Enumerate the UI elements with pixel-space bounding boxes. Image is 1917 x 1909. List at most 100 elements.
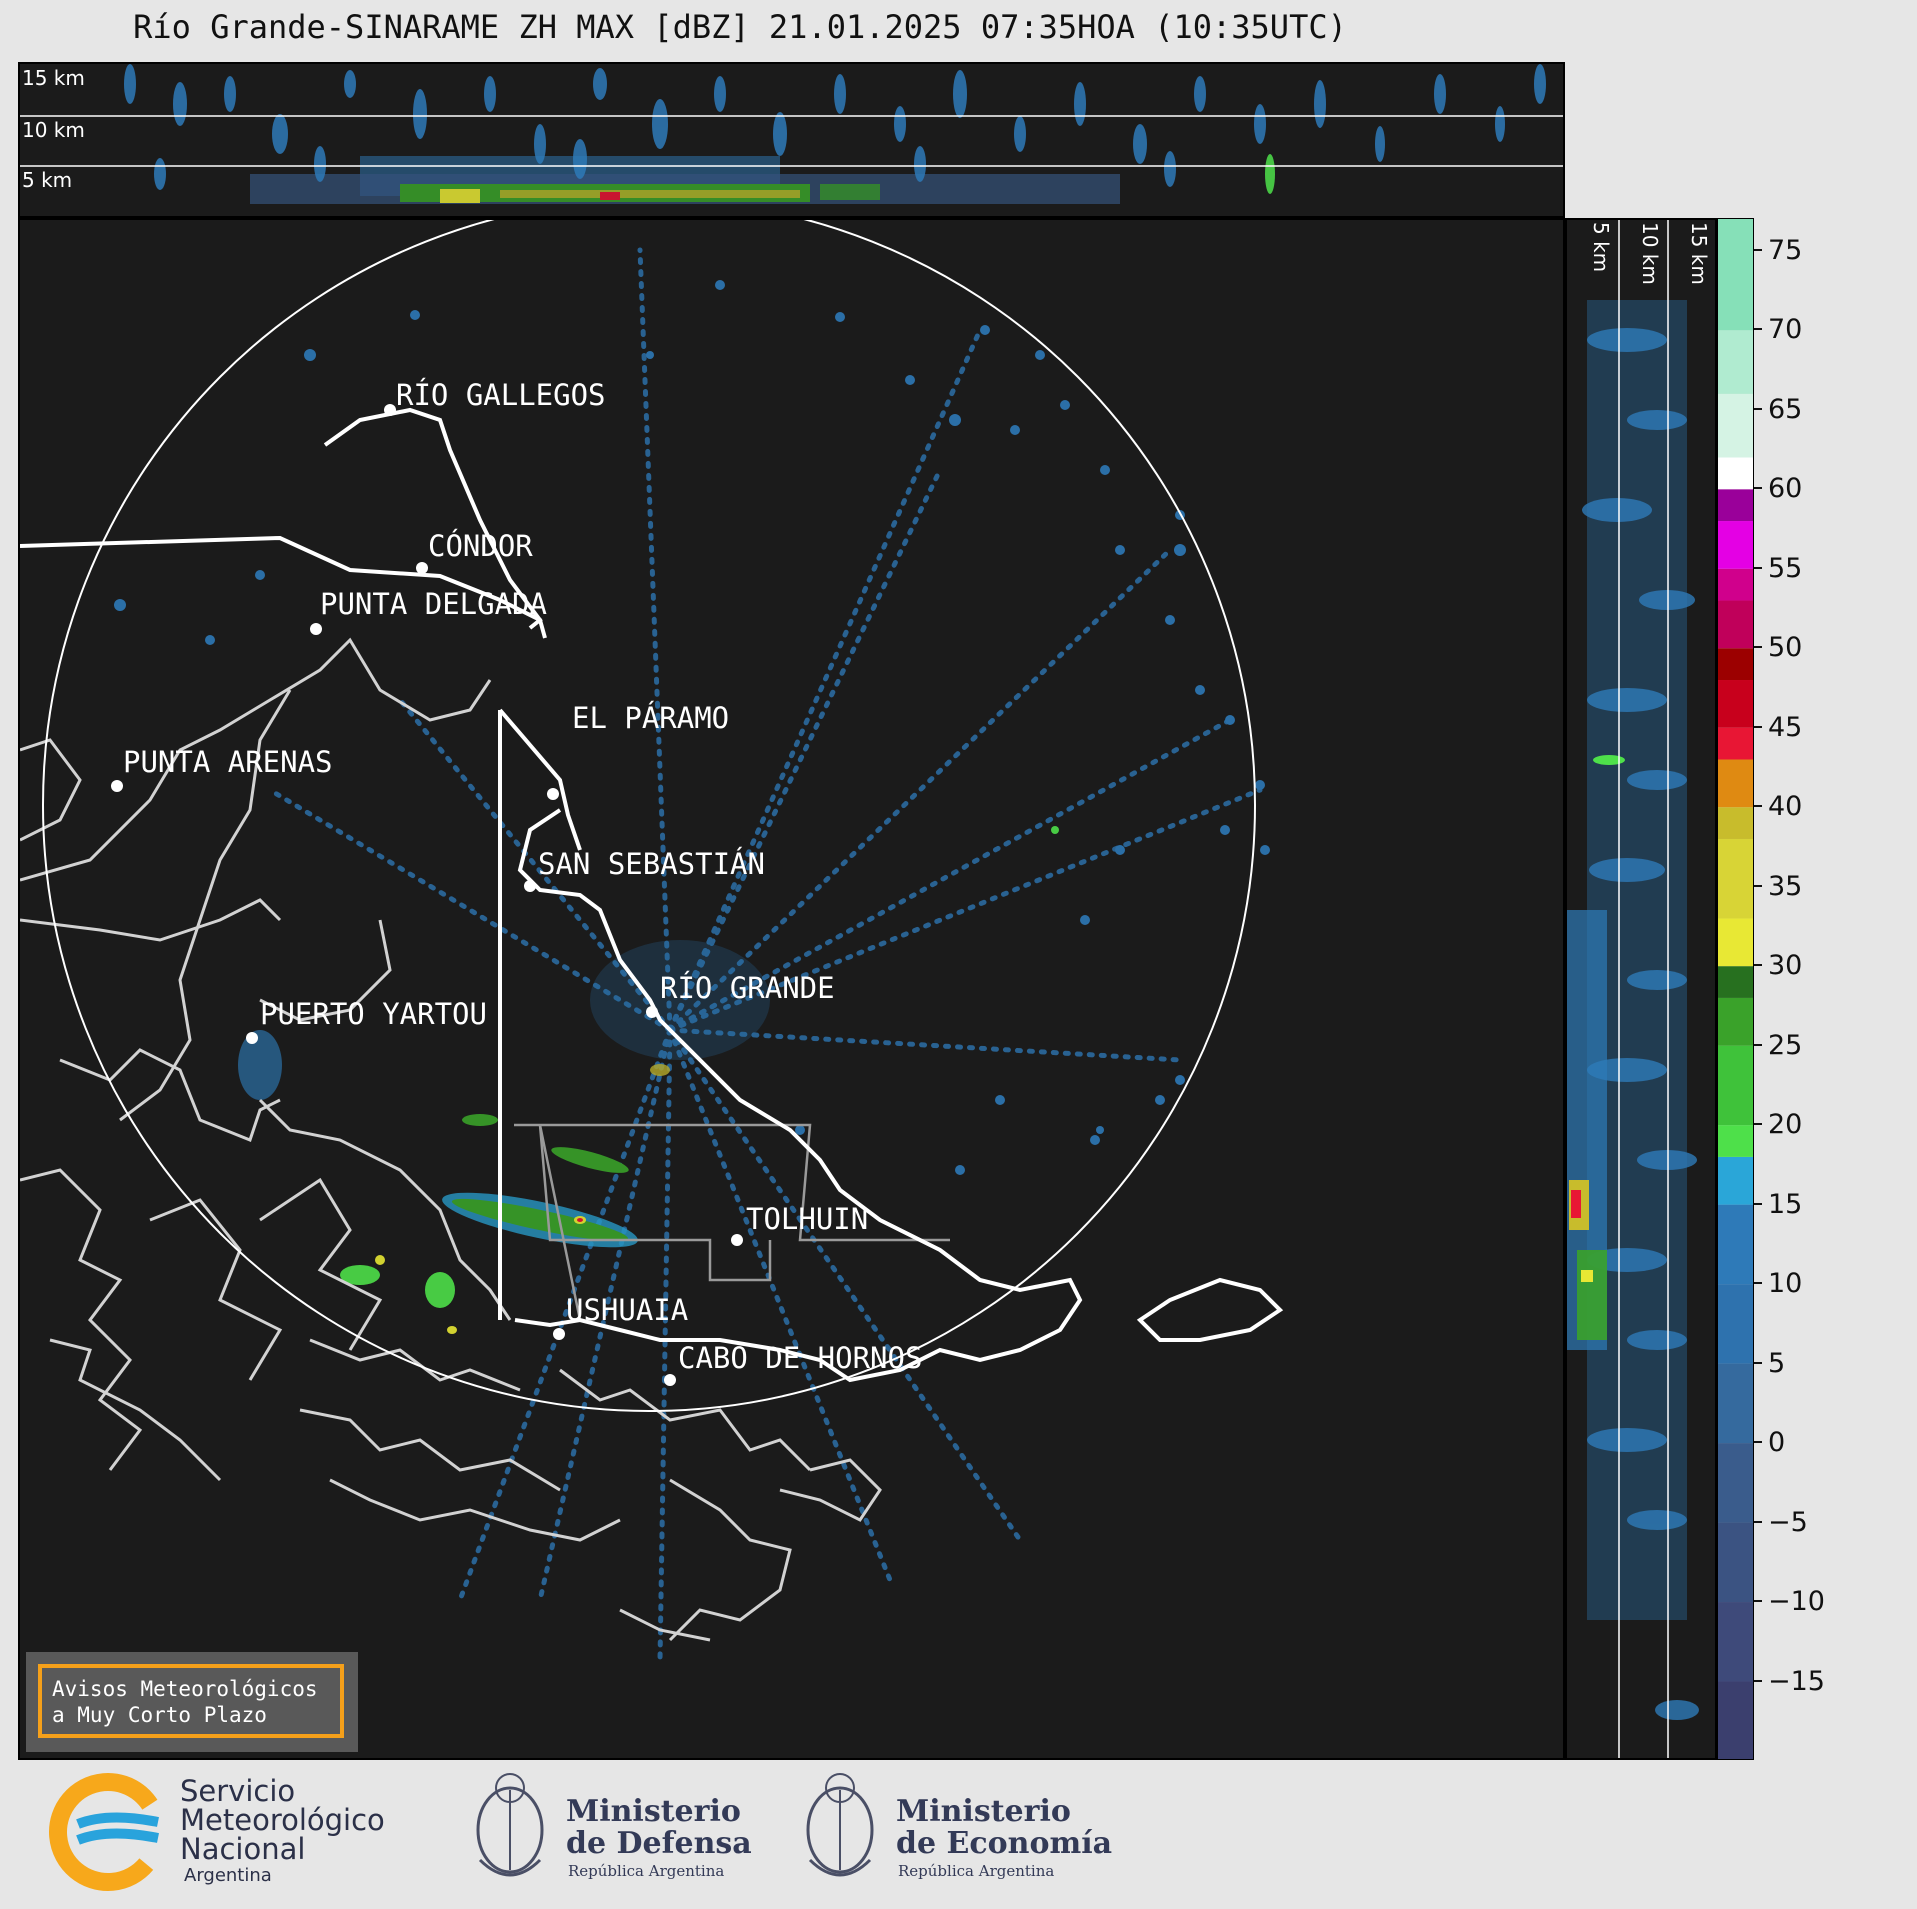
colorbar-tick-label: −5 <box>1768 1506 1808 1538</box>
colorbar-band <box>1718 600 1753 649</box>
range-ring <box>42 220 1256 1412</box>
smn-logo-line-1: Servicio <box>180 1774 296 1808</box>
colorbar-tick <box>1754 1123 1762 1126</box>
smn-logo-line-4: Argentina <box>184 1865 272 1886</box>
right-alt-label-5: 5 km <box>1589 222 1613 273</box>
city-label-rio-grande: RÍO GRANDE <box>660 971 835 1005</box>
colorbar-band <box>1718 457 1753 490</box>
city-dot-san-sebastian <box>524 880 536 892</box>
economia-line-1: Ministerio <box>896 1794 1071 1829</box>
colorbar-tick-label: 20 <box>1768 1109 1803 1141</box>
colorbar-band <box>1718 1125 1753 1157</box>
warning-line-2: a Muy Corto Plazo <box>52 1703 267 1728</box>
defensa-seal-icon <box>476 1773 544 1877</box>
city-dot-rio-grande <box>646 1006 658 1018</box>
colorbar-band <box>1718 727 1753 760</box>
colorbar-band <box>1718 1045 1753 1126</box>
colorbar-band <box>1718 1522 1753 1603</box>
colorbar-tick-label: 0 <box>1768 1427 1786 1459</box>
colorbar-tick <box>1754 1441 1762 1444</box>
colorbar-band <box>1718 1156 1753 1205</box>
colorbar-tick-label: 25 <box>1768 1029 1803 1061</box>
colorbar-band <box>1718 838 1753 919</box>
top-cross-section-panel: 15 km 10 km 5 km <box>18 62 1565 218</box>
colorbar-band <box>1718 1363 1753 1444</box>
city-label-cabo-de-hornos: CABO DE HORNOS <box>678 1341 923 1375</box>
city-dot-ushuaia <box>553 1328 565 1340</box>
coastlines <box>20 637 882 1642</box>
colorbar-tick-label: 40 <box>1768 791 1803 823</box>
city-dot-el-paramo <box>547 788 559 800</box>
colorbar-band <box>1718 568 1753 601</box>
colorbar-tick-label: 50 <box>1768 632 1803 664</box>
economia-line-2: de Economía <box>896 1826 1113 1861</box>
city-label-punta-delgada: PUNTA DELGADA <box>320 587 547 621</box>
colorbar-tick <box>1754 248 1762 251</box>
colorbar-tick-label: −15 <box>1768 1665 1825 1697</box>
colorbar-tick <box>1754 1520 1762 1523</box>
city-dot-rio-gallegos <box>384 404 396 416</box>
economia-seal-icon <box>806 1773 874 1877</box>
colorbar-tick-label: 35 <box>1768 870 1803 902</box>
colorbar-tick-label: 45 <box>1768 711 1803 743</box>
city-label-ushuaia: USHUAIA <box>566 1293 689 1327</box>
warning-box-frame: Avisos Meteorológicos a Muy Corto Plazo <box>38 1664 344 1738</box>
colorbar-band <box>1718 1443 1753 1523</box>
smn-logo-line-3: Nacional <box>180 1832 306 1866</box>
colorbar-band <box>1718 918 1753 967</box>
colorbar-band <box>1718 966 1753 998</box>
city-dot-tolhuin <box>731 1234 743 1246</box>
top-alt-label-5: 5 km <box>22 168 73 192</box>
radar-map-svg <box>20 220 1284 1663</box>
colorbar-tick <box>1754 646 1762 649</box>
warning-box[interactable]: Avisos Meteorológicos a Muy Corto Plazo <box>26 1652 358 1752</box>
city-label-san-sebastian: SAN SEBASTIÁN <box>538 847 765 881</box>
colorbar-tick-label: 65 <box>1768 393 1803 425</box>
colorbar-band <box>1718 521 1753 569</box>
colorbar-tick-label: 55 <box>1768 552 1803 584</box>
right-cross-section-panel: 5 km 10 km 15 km <box>1565 218 1717 1760</box>
right-alt-label-15: 15 km <box>1687 222 1711 285</box>
colorbar-tick-label: 70 <box>1768 314 1803 346</box>
colorbar-tick <box>1754 1202 1762 1205</box>
colorbar-tick-label: −10 <box>1768 1586 1825 1618</box>
colorbar-tick-label: 60 <box>1768 473 1803 505</box>
colorbar <box>1717 218 1754 1760</box>
colorbar-band <box>1718 807 1753 839</box>
colorbar-tick <box>1754 1600 1762 1603</box>
reflectivity-echoes <box>114 247 1270 1663</box>
city-dot-cabo-de-hornos <box>664 1374 676 1386</box>
colorbar-tick-label: 30 <box>1768 950 1803 982</box>
colorbar-tick <box>1754 725 1762 728</box>
city-dot-puerto-yartou <box>246 1032 258 1044</box>
colorbar-tick <box>1754 1282 1762 1285</box>
economia-sub: República Argentina <box>898 1862 1055 1880</box>
colorbar-tick <box>1754 805 1762 808</box>
city-label-rio-gallegos: RÍO GALLEGOS <box>396 378 606 412</box>
city-dot-punta-delgada <box>310 623 322 635</box>
colorbar-tick-label: 10 <box>1768 1268 1803 1300</box>
city-label-puerto-yartou: PUERTO YARTOU <box>260 997 487 1031</box>
radar-map-panel: RÍO GALLEGOS CÓNDOR PUNTA DELGADA EL PÁR… <box>18 218 1565 1760</box>
colorbar-band <box>1718 219 1753 331</box>
warning-line-1: Avisos Meteorológicos <box>52 1677 318 1701</box>
city-label-punta-arenas: PUNTA ARENAS <box>123 745 333 779</box>
colorbar-tick-label: 15 <box>1768 1188 1803 1220</box>
colorbar-band <box>1718 1681 1753 1759</box>
right-alt-label-10: 10 km <box>1638 222 1662 285</box>
province-border <box>514 1123 950 1321</box>
colorbar-tick <box>1754 566 1762 569</box>
colorbar-band <box>1718 997 1753 1046</box>
top-alt-label-15: 15 km <box>22 66 85 90</box>
city-dot-punta-arenas <box>111 780 123 792</box>
main-coastline <box>20 407 1284 1383</box>
colorbar-band <box>1718 648 1753 681</box>
colorbar-band <box>1718 393 1753 458</box>
colorbar-band <box>1718 330 1753 394</box>
city-label-el-paramo: EL PÁRAMO <box>572 701 730 735</box>
defensa-sub: República Argentina <box>568 1862 725 1880</box>
colorbar-tick <box>1754 328 1762 331</box>
city-dot-condor <box>416 562 428 574</box>
colorbar-band <box>1718 489 1753 522</box>
colorbar-band <box>1718 759 1753 808</box>
